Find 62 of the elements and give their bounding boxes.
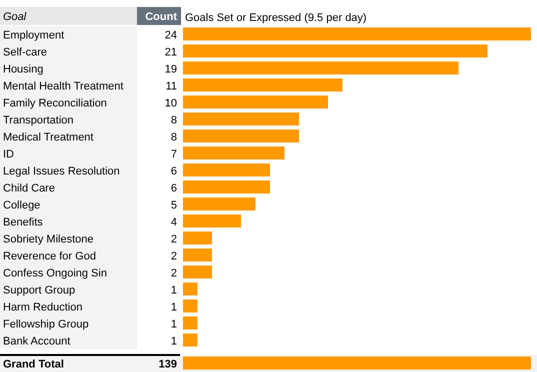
data-label: 24 [164, 30, 177, 42]
data-label: 8 [170, 114, 177, 126]
y-tick-label: Reverence for God [3, 250, 96, 262]
bar [183, 214, 241, 228]
chart-title: Goals Set or Expressed (9.5 per day) [185, 12, 367, 24]
data-label: 19 [164, 64, 177, 76]
bar [183, 334, 198, 346]
bar [183, 180, 270, 194]
bar [183, 96, 328, 108]
y-tick-label: Support Group [3, 284, 76, 296]
y-tick-label: Child Care [3, 182, 55, 194]
y-tick-label: Harm Reduction [3, 302, 82, 314]
bar [183, 164, 270, 176]
y-tick-label: College [3, 200, 40, 212]
bar [183, 28, 531, 40]
data-label: 10 [164, 98, 177, 110]
bar [183, 248, 212, 262]
data-label: 6 [170, 182, 177, 194]
y-tick-label: Employment [3, 30, 64, 42]
y-axis-title: Goal [3, 11, 27, 23]
bar [183, 146, 284, 160]
data-label: 2 [170, 250, 177, 262]
y-tick-label: Benefits [3, 216, 44, 228]
data-label: 1 [170, 284, 177, 296]
data-label: 1 [170, 336, 177, 348]
y-tick-label: Mental Health Treatment [3, 80, 124, 92]
data-label: 8 [170, 132, 177, 144]
data-label: 139 [158, 358, 177, 370]
y-tick-label: Housing [3, 64, 44, 76]
y-tick-label: Legal Issues Resolution [3, 166, 120, 178]
data-label: 1 [170, 318, 177, 330]
bar [183, 282, 198, 296]
bar [183, 78, 342, 92]
y-tick-label: Sobriety Milestone [3, 234, 94, 246]
data-label: 2 [170, 234, 177, 246]
bar [183, 300, 198, 312]
bar [183, 112, 299, 126]
y-tick-label: ID [3, 148, 14, 160]
data-label: 7 [170, 148, 177, 160]
y-tick-label: Fellowship Group [3, 318, 89, 330]
data-label: 1 [170, 302, 177, 314]
y-tick-label: Grand Total [3, 358, 64, 370]
data-label: 6 [170, 166, 177, 178]
y-tick-label: Family Reconciliation [3, 98, 107, 110]
data-label: 4 [170, 216, 177, 228]
y-tick-label: Bank Account [3, 336, 70, 348]
data-label: 11 [166, 80, 177, 92]
data-label: 2 [170, 268, 177, 280]
y-tick-label: Medical Treatment [3, 132, 94, 144]
bar [183, 266, 212, 278]
y-tick-label: Self-care [3, 46, 48, 58]
data-label: 21 [164, 46, 177, 58]
data-label: 5 [170, 200, 177, 212]
y-tick-label: Transportation [3, 114, 74, 126]
bar [183, 198, 256, 210]
text: Count [145, 11, 178, 23]
bar [183, 130, 299, 142]
bar [183, 44, 488, 58]
y-tick-label: Confess Ongoing Sin [3, 268, 107, 280]
bar [183, 232, 212, 244]
bar [183, 62, 458, 74]
bar [183, 316, 198, 330]
